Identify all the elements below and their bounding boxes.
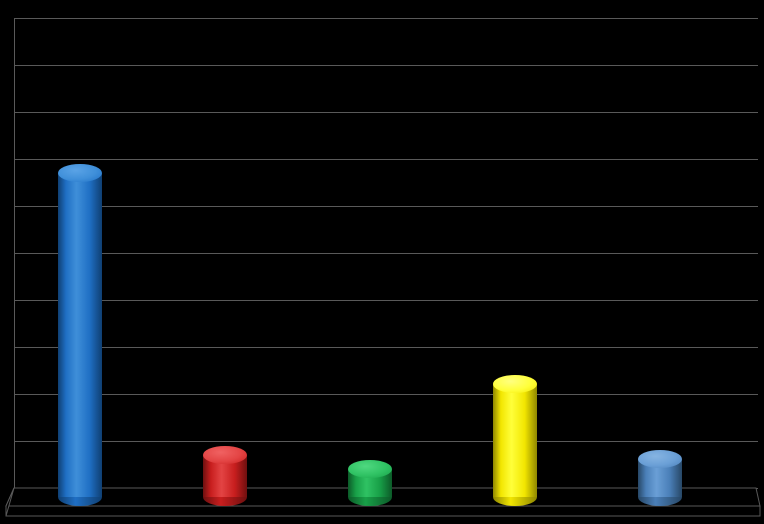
chart-floor (0, 0, 764, 524)
y-axis-line (14, 18, 15, 488)
bar-c (348, 469, 392, 497)
bar-top-cap (348, 460, 392, 478)
gridline (14, 112, 758, 113)
gridline (14, 441, 758, 442)
gridline (14, 159, 758, 160)
gridline (14, 206, 758, 207)
gridline (14, 300, 758, 301)
gridline (14, 65, 758, 66)
bar-top-cap (58, 164, 102, 182)
bar-body (493, 384, 537, 497)
gridline (14, 253, 758, 254)
bar-d (493, 384, 537, 497)
gridline (14, 347, 758, 348)
bar-b (203, 455, 247, 497)
bar-a (58, 173, 102, 497)
bar-e (638, 459, 682, 497)
gridline (14, 18, 758, 19)
bar-body (58, 173, 102, 497)
bar-top-cap (203, 446, 247, 464)
cylinder-bar-chart (0, 0, 764, 524)
gridline (14, 394, 758, 395)
